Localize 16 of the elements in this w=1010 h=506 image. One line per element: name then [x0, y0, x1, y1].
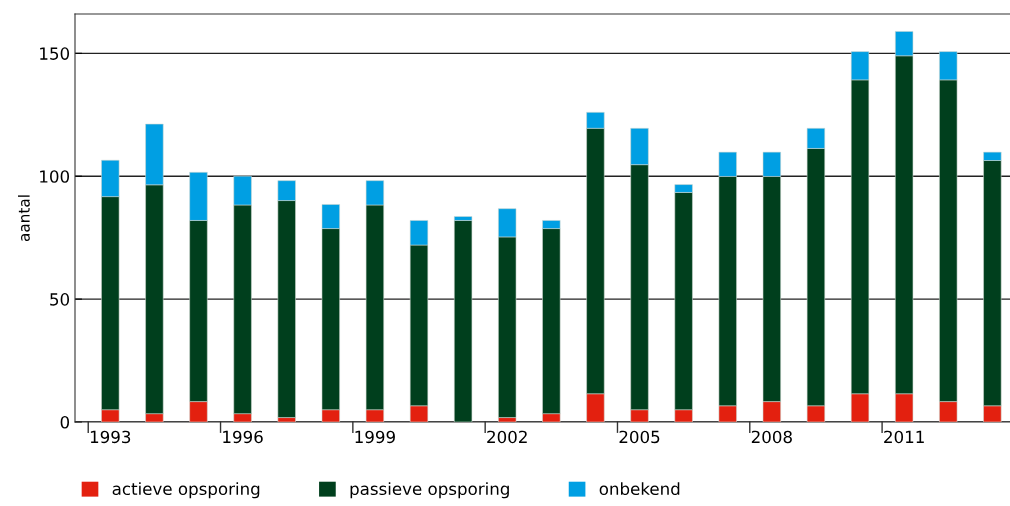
y-tick-label: 100 — [40, 170, 70, 183]
legend-label: actieve opsporing — [112, 482, 260, 499]
x-tick-label: 2002 — [487, 430, 527, 444]
x-tick-label: 1993 — [90, 430, 131, 444]
x-tick-label: 2011 — [884, 430, 924, 444]
y-tick-label: 150 — [40, 47, 70, 60]
legend-label: onbekend — [599, 482, 680, 496]
legend-label: passieve opsporing — [350, 482, 509, 499]
y-axis-title: aantal — [17, 195, 30, 242]
bar — [454, 220, 473, 422]
x-tick-label: 1999 — [355, 430, 395, 444]
x-tick-label: 1996 — [223, 430, 263, 444]
x-tick-label: 2008 — [751, 430, 792, 444]
y-tick-label: 0 — [60, 415, 70, 429]
x-tick-label: 2005 — [619, 430, 660, 444]
y-tick-label: 50 — [50, 293, 70, 306]
